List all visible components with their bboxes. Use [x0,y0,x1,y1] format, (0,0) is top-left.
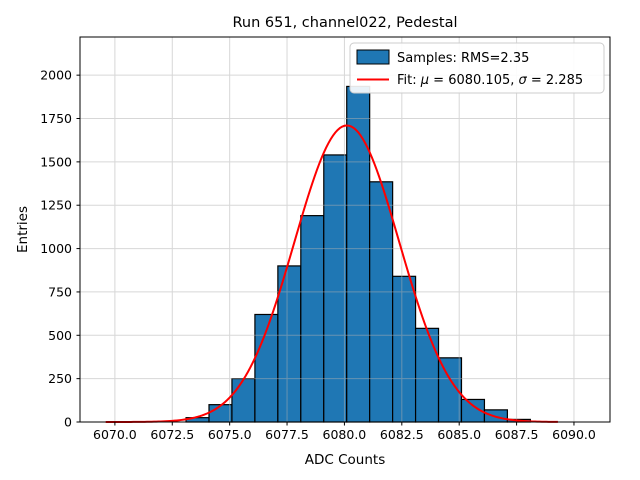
fit-curve [105,124,558,423]
histogram-bar [392,275,417,423]
y-tick-label: 1000 [40,241,72,256]
y-tick-label: 1250 [40,198,72,213]
x-tick-label: 6085.0 [437,427,481,442]
x-tick-label: 6077.5 [265,427,309,442]
axis-ticks [76,74,575,426]
chart-title: Run 651, channel022, Pedestal [232,15,457,31]
x-tick-label: 6072.5 [150,427,194,442]
y-tick-label: 1750 [40,111,72,126]
y-tick-label: 250 [48,371,72,386]
y-tick-labels: 0 250 500 750 1000 1250 1500 1750 2000 [40,68,72,430]
x-tick-labels: 6070.0 6072.5 6075.0 6077.5 6080.0 6082.5 6085… [93,427,596,442]
x-axis-label: ADC Counts [305,452,385,468]
histogram-bar [323,154,348,423]
histogram-bar [414,327,440,423]
x-tick-label: 6080.0 [323,427,367,442]
y-tick-label: 0 [64,415,72,430]
legend-histogram-swatch [356,49,390,65]
histogram-bar [231,378,256,423]
x-tick-label: 6075.0 [208,427,252,442]
grid-lines [80,37,610,423]
histogram-bar [300,215,325,423]
legend-label-fit: Fit: μ = 6080.105, σ = 2.285 [397,73,583,88]
y-axis-label: Entries [15,206,31,253]
legend-box [349,42,605,94]
histogram-bar [208,404,233,423]
axes-frame [79,36,611,423]
x-tick-label: 6090.0 [552,427,596,442]
legend-label-samples: Samples: RMS=2.35 [397,51,529,66]
y-tick-label: 2000 [40,68,72,83]
legend: Samples: RMS=2.35 Fit: μ = 6080.105, σ =… [349,42,605,94]
y-tick-label: 500 [48,328,72,343]
y-tick-label: 750 [48,284,72,299]
histogram-bars [185,85,531,423]
x-tick-label: 6082.5 [380,427,424,442]
x-tick-label: 6087.5 [495,427,539,442]
x-tick-label: 6070.0 [93,427,137,442]
histogram-bar [369,181,394,423]
y-tick-label: 1500 [40,154,72,169]
histogram-bar [346,85,371,423]
